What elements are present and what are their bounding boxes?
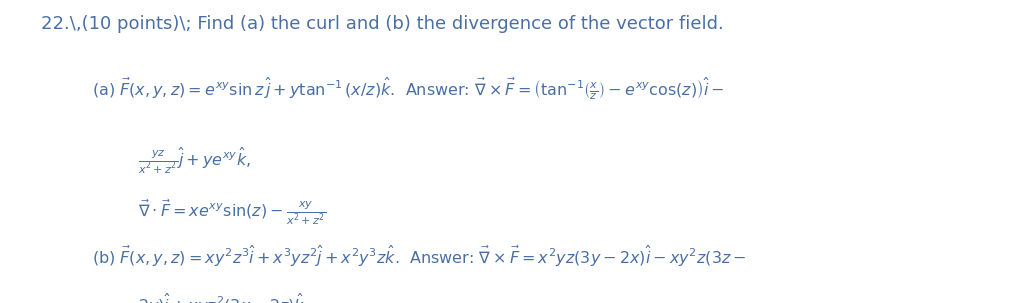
Text: $\vec{\nabla}\cdot\vec{F} = xe^{xy}\sin(z) - \frac{xy}{x^2+z^2}$: $\vec{\nabla}\cdot\vec{F} = xe^{xy}\sin(…: [138, 197, 327, 227]
Text: $\frac{yz}{x^2+z^2}\hat{j} + ye^{xy}\hat{k},$: $\frac{yz}{x^2+z^2}\hat{j} + ye^{xy}\hat…: [138, 145, 251, 176]
Text: 22.\,(10 points)\; Find (a) the curl and (b) the divergence of the vector field.: 22.\,(10 points)\; Find (a) the curl and…: [41, 15, 724, 33]
Text: (b) $\vec{F}(x,y,z) = xy^2z^3\hat{i} + x^3yz^2\hat{j} + x^2y^3z\hat{k}$.  Answer: (b) $\vec{F}(x,y,z) = xy^2z^3\hat{i} + x…: [92, 244, 746, 269]
Text: (a) $\vec{F}(x,y,z) = e^{xy}\sin z\,\hat{j} + y\tan^{-1}(x/z)\hat{k}$.  Answer: : (a) $\vec{F}(x,y,z) = e^{xy}\sin z\,\hat…: [92, 76, 725, 102]
Text: $2y)\hat{j} + xyz^2(3x-2z)\hat{k},$: $2y)\hat{j} + xyz^2(3x-2z)\hat{k},$: [138, 292, 309, 303]
